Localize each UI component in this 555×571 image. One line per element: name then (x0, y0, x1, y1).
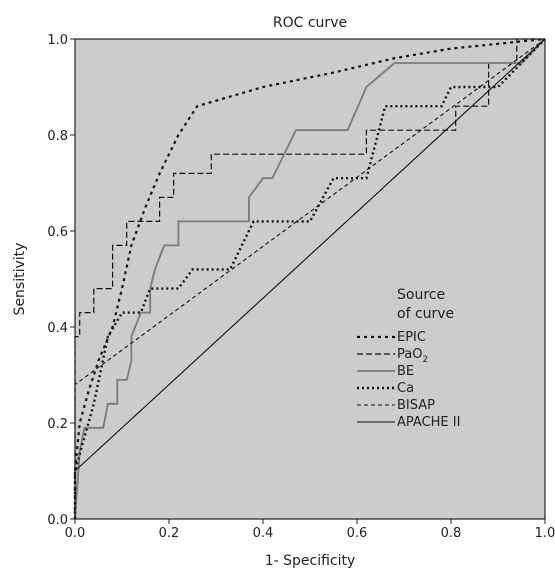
y-tick-label: 0.8 (47, 129, 68, 144)
legend-label: APACHE II (397, 415, 460, 430)
x-tick-label: 0.2 (159, 526, 180, 541)
legend-title-line-1: Source (397, 287, 445, 303)
legend-label: PaO2 (397, 347, 428, 365)
x-tick-label: 0.6 (347, 526, 368, 541)
y-tick-label: 0.4 (47, 321, 68, 336)
series-line-pao (74, 38, 545, 519)
y-axis-title: Sensitivity (12, 243, 28, 316)
legend-label: BISAP (397, 398, 435, 413)
x-tick-label: 0.0 (65, 526, 86, 541)
legend-label: BE (397, 364, 414, 379)
ticks-layer: 0.0 0.2 0.4 0.6 0.8 1.0 0.0 0.2 0.4 0.6 0.8 1.0 (47, 33, 555, 541)
x-tick-label: 0.8 (441, 526, 462, 541)
plot-background (75, 39, 545, 519)
legend-label: EPIC (397, 330, 426, 345)
series-line-epic (73, 37, 546, 519)
series-line-be (74, 38, 546, 520)
chart-title: ROC curve (273, 15, 347, 31)
legend-label: Ca (397, 381, 414, 396)
y-tick-label: 0.6 (47, 225, 68, 240)
legend-title-line-2: of curve (397, 306, 454, 322)
x-axis-title: 1- Specificity (265, 553, 356, 569)
x-tick-label: 0.4 (253, 526, 274, 541)
series-line-ca (73, 38, 546, 519)
y-tick-label: 0.2 (47, 417, 68, 432)
plot-frame (74, 38, 546, 520)
y-tick-label: 1.0 (47, 33, 68, 48)
y-tick-label: 0.0 (47, 513, 68, 528)
x-tick-label: 1.0 (535, 526, 555, 541)
